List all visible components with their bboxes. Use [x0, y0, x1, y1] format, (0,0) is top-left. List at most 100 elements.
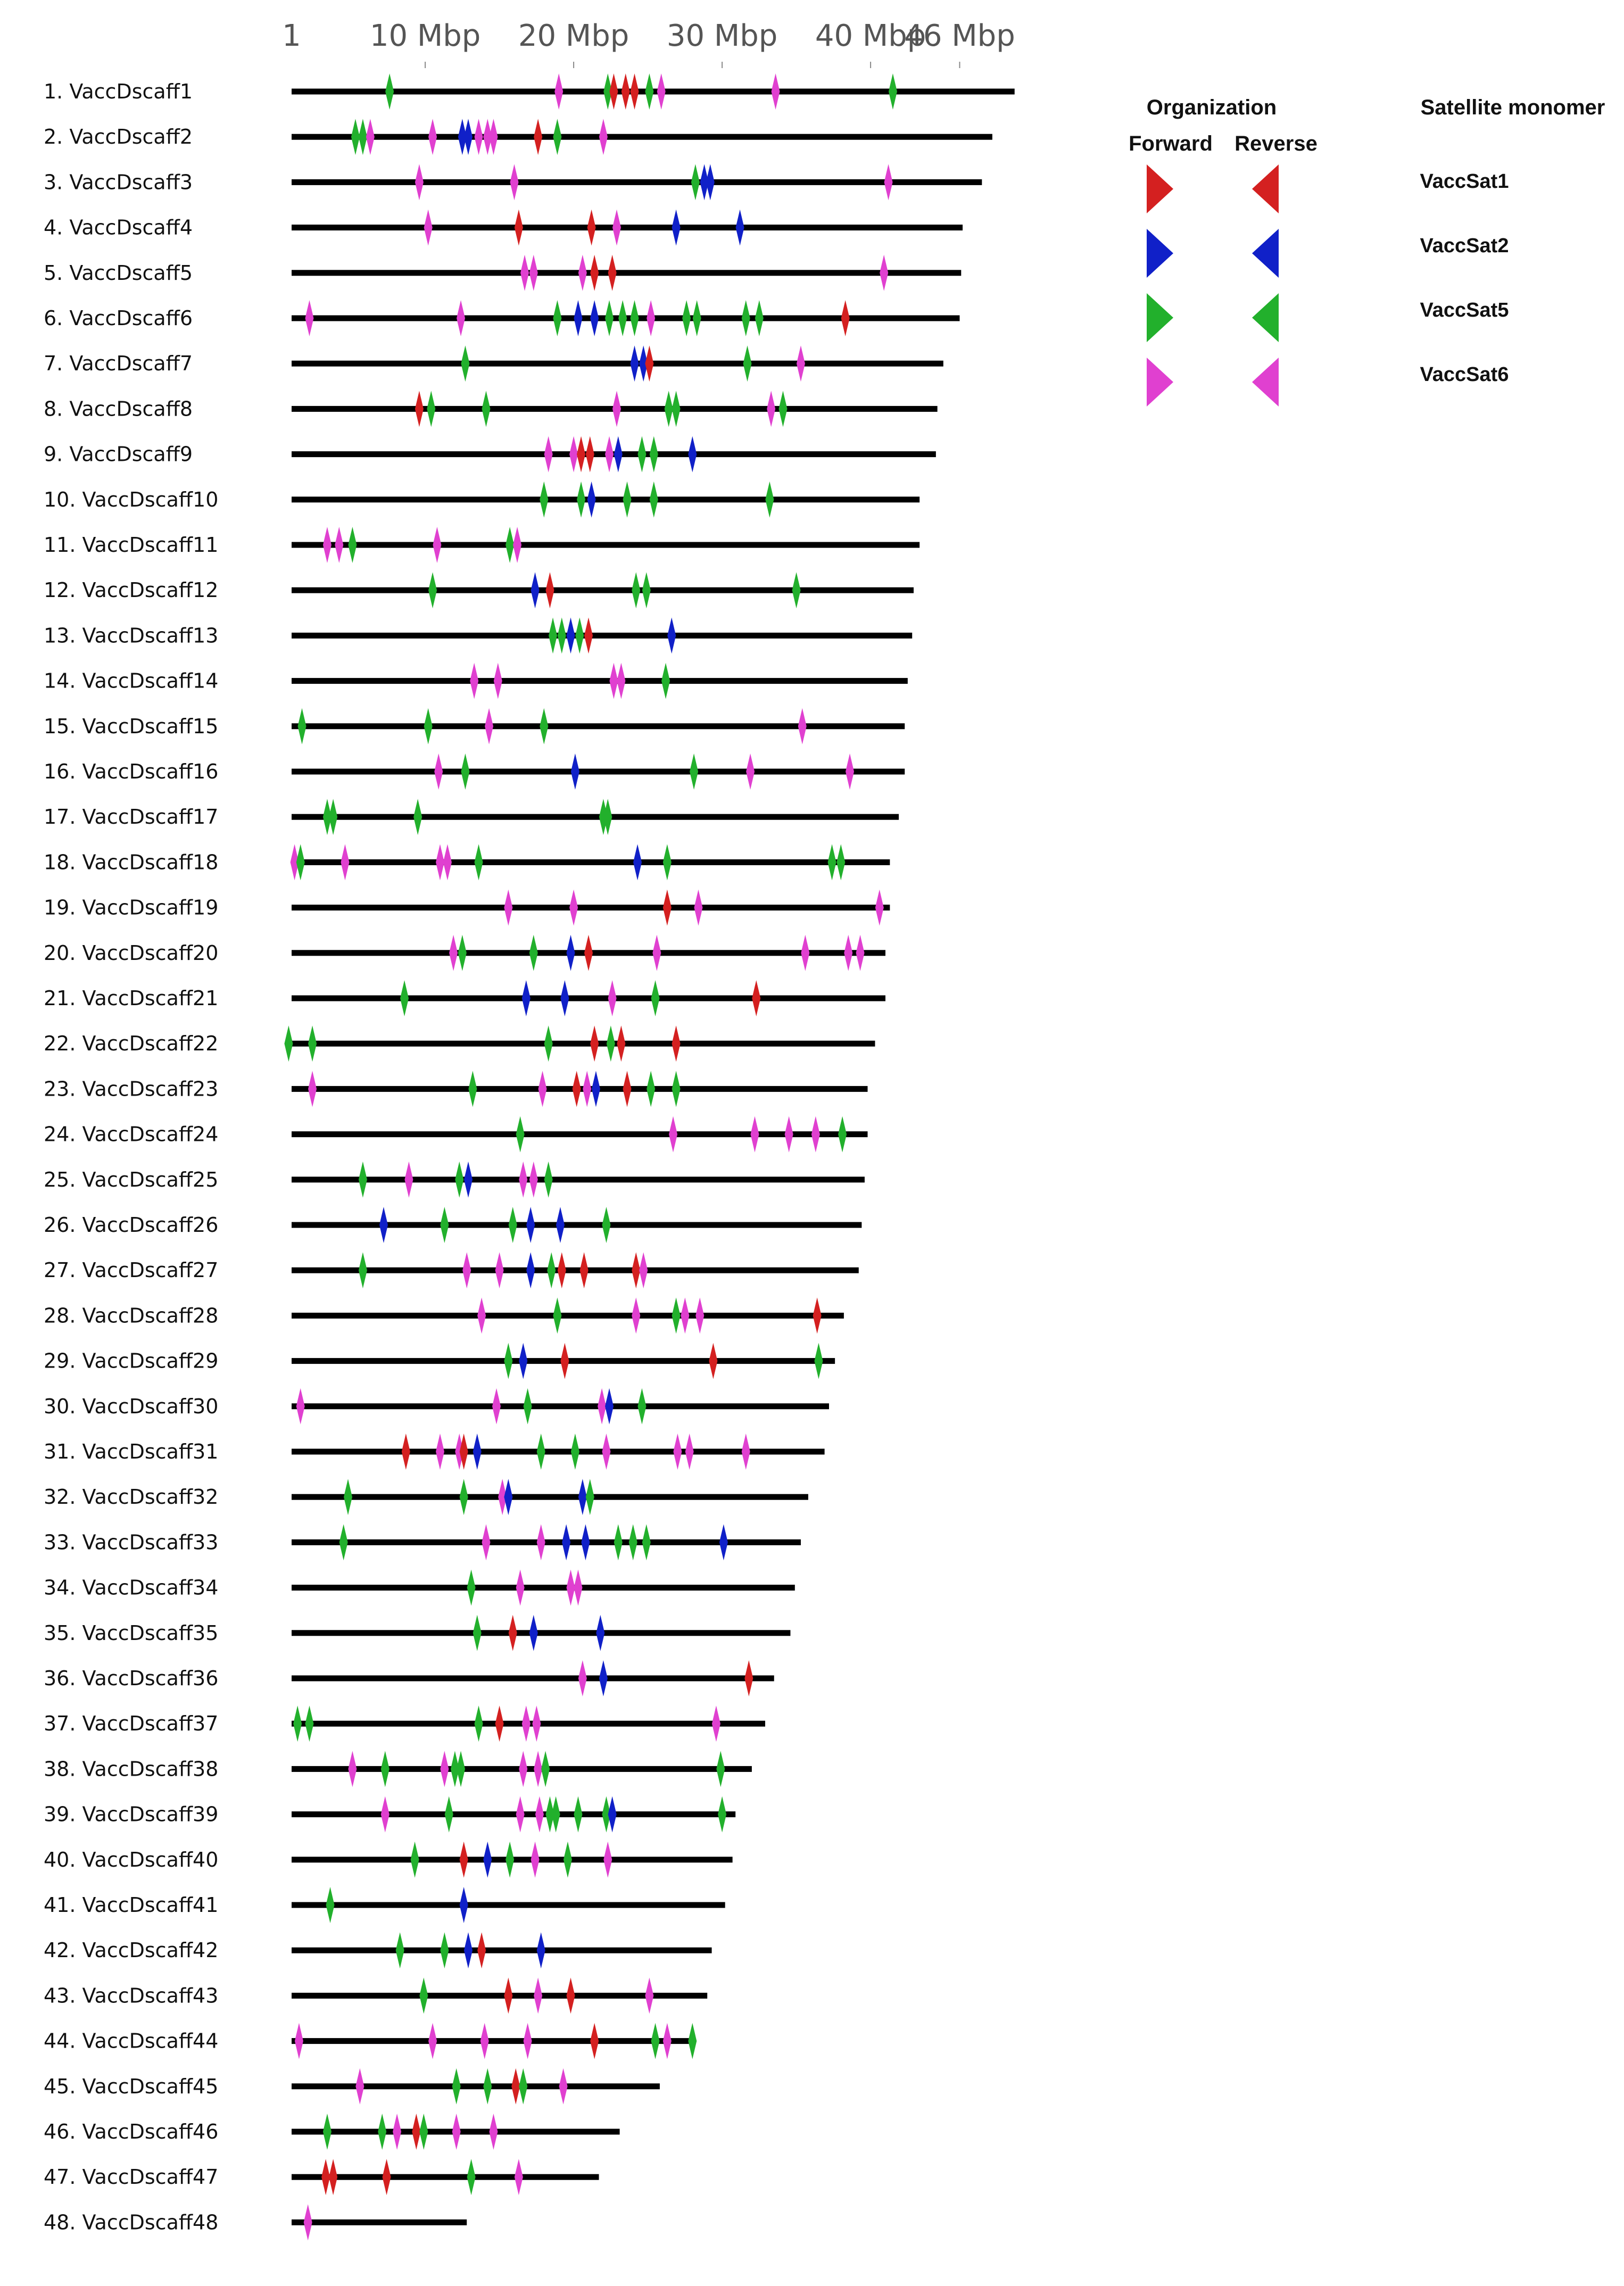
legend-reverse-icon [1252, 358, 1279, 407]
satellite-mark [798, 708, 807, 744]
satellite-mark [483, 1841, 492, 1878]
scaffold-bar [292, 542, 920, 548]
satellite-mark [735, 209, 744, 246]
scaffold-label: 48. VaccDscaff48 [44, 2210, 218, 2234]
satellite-mark [694, 889, 703, 926]
satellite-mark [591, 1071, 600, 1107]
legend-satellite-name: VaccSat6 [1420, 363, 1509, 386]
satellite-mark [393, 2114, 402, 2150]
axis-tick-label: 30 Mbp [667, 19, 777, 53]
satellite-mark [513, 527, 522, 563]
satellite-mark [294, 2023, 303, 2059]
satellite-mark [443, 844, 452, 881]
satellite-mark [553, 300, 562, 336]
satellite-mark [506, 1841, 515, 1878]
satellite-mark [838, 1116, 847, 1153]
satellite-mark [427, 391, 436, 427]
satellite-mark [457, 1751, 466, 1787]
scaffold-bar [292, 1947, 712, 1953]
scaffold-label: 47. VaccDscaff47 [44, 2165, 218, 2189]
satellite-mark [551, 1796, 560, 1833]
satellite-mark [382, 2159, 391, 2196]
satellite-mark [358, 1161, 367, 1198]
satellite-mark [667, 617, 676, 654]
satellite-mark [639, 1252, 648, 1289]
satellite-mark [688, 436, 697, 473]
satellite-mark [827, 844, 836, 881]
satellite-mark [547, 1252, 556, 1289]
scaffold-bar [292, 1992, 708, 1999]
satellite-mark [609, 73, 618, 110]
scaffold-label: 18. VaccDscaff18 [44, 850, 218, 874]
satellite-mark [339, 1524, 348, 1561]
satellite-mark [329, 2159, 338, 2196]
satellite-mark [296, 844, 305, 881]
satellite-mark [410, 1841, 419, 1878]
satellite-mark [519, 1751, 528, 1787]
axis-tick-label: 1 [282, 19, 301, 53]
satellite-mark [535, 1796, 544, 1833]
legend-monomer-title: Satellite monomer [1421, 96, 1605, 119]
satellite-mark [639, 345, 648, 382]
satellite-mark [321, 2159, 330, 2196]
satellite-mark [534, 1977, 543, 2014]
scaffold-label: 10. VaccDscaff10 [44, 488, 218, 511]
satellite-mark [468, 1071, 477, 1107]
satellite-mark [495, 1705, 504, 1742]
satellite-mark [385, 73, 394, 110]
satellite-mark [632, 1297, 641, 1334]
satellite-mark [718, 1796, 727, 1833]
satellite-mark [413, 799, 422, 835]
satellite-mark [516, 1796, 525, 1833]
satellite-mark [811, 1116, 820, 1153]
legend-satellite-name: VaccSat1 [1420, 170, 1509, 193]
legend-organization-title: Organization [1147, 96, 1277, 119]
satellite-mark [645, 73, 654, 110]
satellite-mark [380, 1751, 390, 1787]
satellite-mark [329, 799, 338, 835]
satellite-mark [474, 1705, 483, 1742]
legend-reverse-icon [1252, 164, 1279, 213]
satellite-mark [534, 1751, 543, 1787]
satellite-mark [504, 1343, 513, 1379]
satellite-mark [617, 1025, 626, 1062]
satellite-mark [284, 1025, 293, 1062]
satellite-mark [305, 1705, 314, 1742]
satellite-mark [623, 481, 632, 518]
legend-forward-icon [1147, 293, 1173, 342]
satellite-mark [743, 345, 752, 382]
satellite-mark [628, 1524, 637, 1561]
scaffold-label: 8. VaccDscaff8 [44, 397, 193, 420]
satellite-mark [614, 436, 623, 473]
satellite-mark [755, 300, 764, 336]
scaffold-label: 14. VaccDscaff14 [44, 669, 218, 693]
satellite-mark [459, 1434, 468, 1470]
satellite-mark [529, 1614, 538, 1651]
scaffold-label: 36. VaccDscaff36 [44, 1667, 218, 1690]
satellite-mark [521, 1705, 531, 1742]
scaffold-label: 38. VaccDscaff38 [44, 1757, 218, 1780]
satellite-mark [534, 119, 543, 155]
satellite-mark [575, 617, 584, 654]
scaffold-label: 41. VaccDscaff41 [44, 1893, 218, 1917]
satellite-mark [630, 73, 639, 110]
scaffold-label: 24. VaccDscaff24 [44, 1123, 218, 1146]
satellite-mark [560, 1343, 569, 1379]
satellite-mark [662, 889, 672, 926]
satellite-mark [632, 572, 641, 609]
scaffold-label: 46. VaccDscaff46 [44, 2120, 218, 2143]
satellite-mark [520, 254, 529, 291]
legend-satellite-name: VaccSat5 [1420, 299, 1509, 321]
satellite-mark [433, 527, 442, 563]
scaffold-bar [292, 678, 908, 684]
satellite-mark [322, 2114, 332, 2150]
satellite-mark [583, 1071, 592, 1107]
satellite-mark [508, 1207, 517, 1243]
satellite-mark [587, 481, 596, 518]
scaffold-bar [292, 2038, 693, 2044]
satellite-mark [846, 753, 855, 790]
scaffold-label: 30. VaccDscaff30 [44, 1395, 218, 1418]
scaffold-bar [292, 587, 914, 593]
scaffold-bar [292, 496, 920, 503]
satellite-mark [459, 1887, 468, 1923]
